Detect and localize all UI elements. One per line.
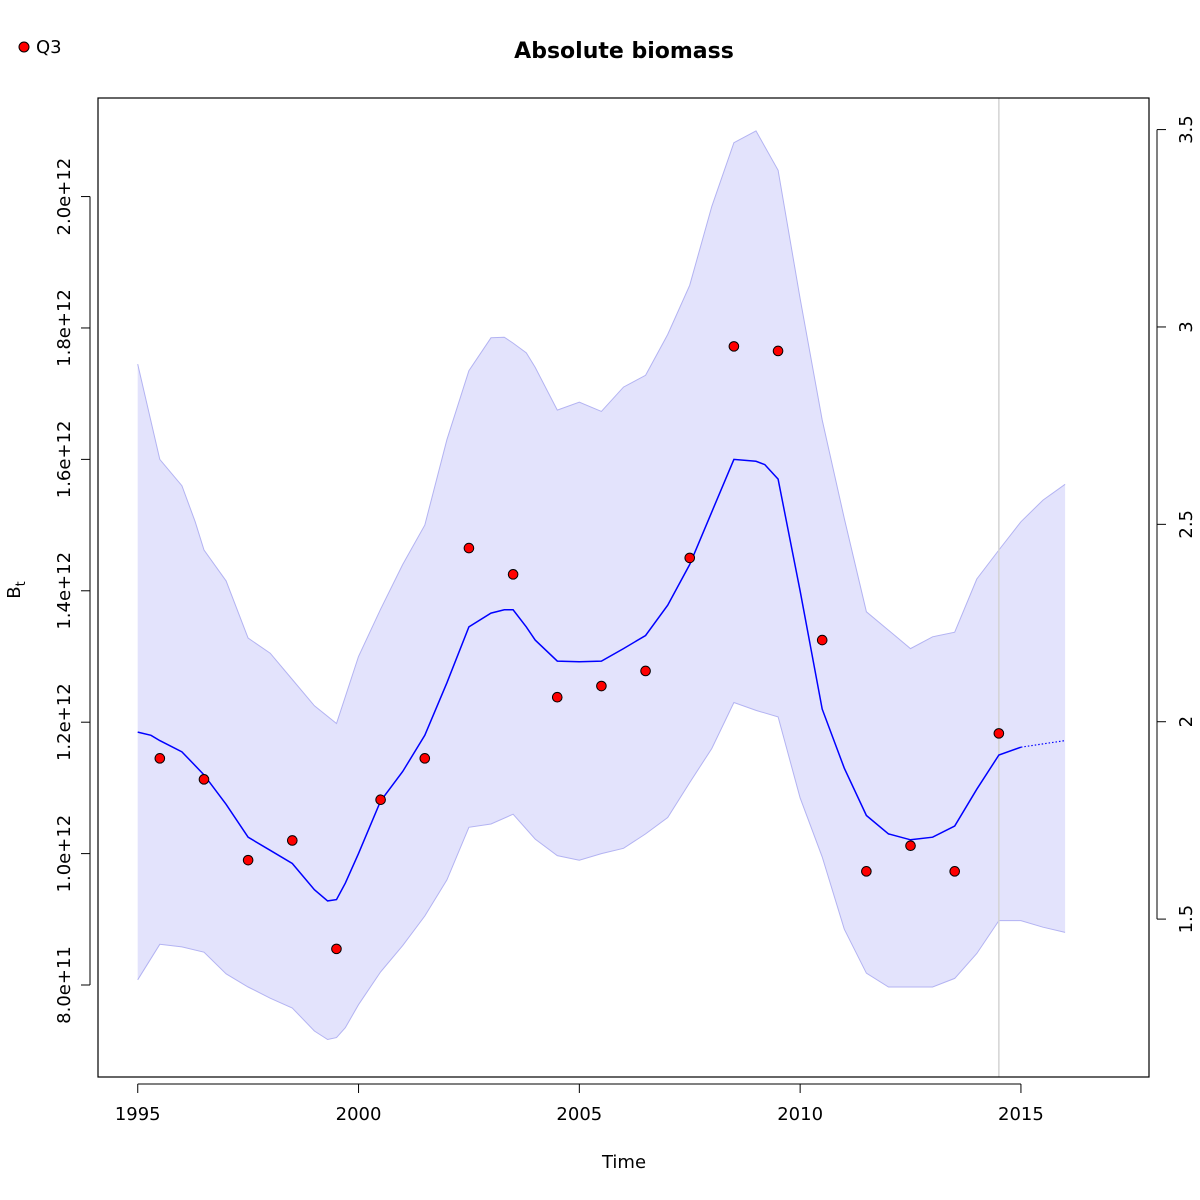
- data-point-q3: [728, 341, 740, 352]
- axes: 1995 2000 2005 2010 2015 8.0e+11 1.0e+12 1.2e+1…: [54, 97, 1197, 1125]
- x-axis-label: Time: [601, 1152, 646, 1173]
- data-point-q3: [154, 753, 166, 764]
- x-tick-label: 2010: [777, 1104, 823, 1125]
- data-point-q3: [507, 569, 519, 580]
- y-tick-label: 8.0e+11: [54, 946, 75, 1024]
- data-point-q3: [640, 665, 651, 677]
- data-point-q3: [375, 794, 386, 806]
- data-point-q3: [331, 943, 342, 955]
- data-point-q3: [861, 866, 872, 877]
- x-tick-label: 2005: [556, 1104, 602, 1125]
- forecast-line: [1020, 740, 1066, 748]
- lower-ci-line: [137, 701, 1066, 1041]
- data-point-q3: [949, 866, 960, 877]
- y-axis-label: Bt: [4, 581, 29, 598]
- plot-frame: [97, 97, 1150, 1078]
- y-tick-label: 1.2e+12: [54, 683, 75, 761]
- y2-tick-label: 3.5: [1176, 115, 1197, 144]
- x-tick-label: 2015: [998, 1104, 1044, 1125]
- y-tick-label: 2.0e+12: [54, 158, 75, 236]
- data-point-q3: [816, 634, 828, 646]
- data-point-q3: [684, 552, 696, 564]
- legend-label-q3: Q3: [36, 37, 62, 58]
- data-point-q3: [463, 542, 475, 554]
- data-point-q3: [287, 835, 298, 846]
- data-point-q3: [419, 753, 431, 764]
- data-point-q3: [993, 728, 1005, 739]
- legend-marker-q3: [18, 41, 30, 53]
- plot-area: [137, 98, 1066, 1077]
- y-tick-label: 1.4e+12: [54, 552, 75, 630]
- x-tick-label: 2000: [336, 1104, 382, 1125]
- data-point-q3: [242, 854, 254, 866]
- x-tick-label: 1995: [115, 1104, 161, 1125]
- y-axis-label-subscript: t: [14, 581, 29, 586]
- y2-tick-label: 2.5: [1176, 510, 1197, 539]
- data-point-q3: [772, 345, 784, 357]
- y2-tick-label: 2: [1176, 716, 1197, 727]
- data-point-q3: [198, 774, 210, 785]
- y-axis-label-main: B: [4, 586, 25, 598]
- data-point-q3: [596, 680, 607, 692]
- upper-ci-line: [137, 130, 1066, 725]
- legend: Q3: [18, 37, 62, 58]
- y-tick-label: 1.0e+12: [54, 815, 75, 893]
- data-point-q3: [551, 691, 563, 703]
- y-tick-label: 1.6e+12: [54, 421, 75, 499]
- y2-tick-label: 3: [1176, 321, 1197, 332]
- confidence-band: [137, 130, 1066, 1040]
- data-point-q3: [905, 840, 916, 852]
- chart-title: Absolute biomass: [514, 39, 734, 64]
- estimate-line: [137, 458, 1022, 902]
- y2-tick-label: 1.5: [1176, 905, 1197, 934]
- y-tick-label: 1.8e+12: [54, 289, 75, 367]
